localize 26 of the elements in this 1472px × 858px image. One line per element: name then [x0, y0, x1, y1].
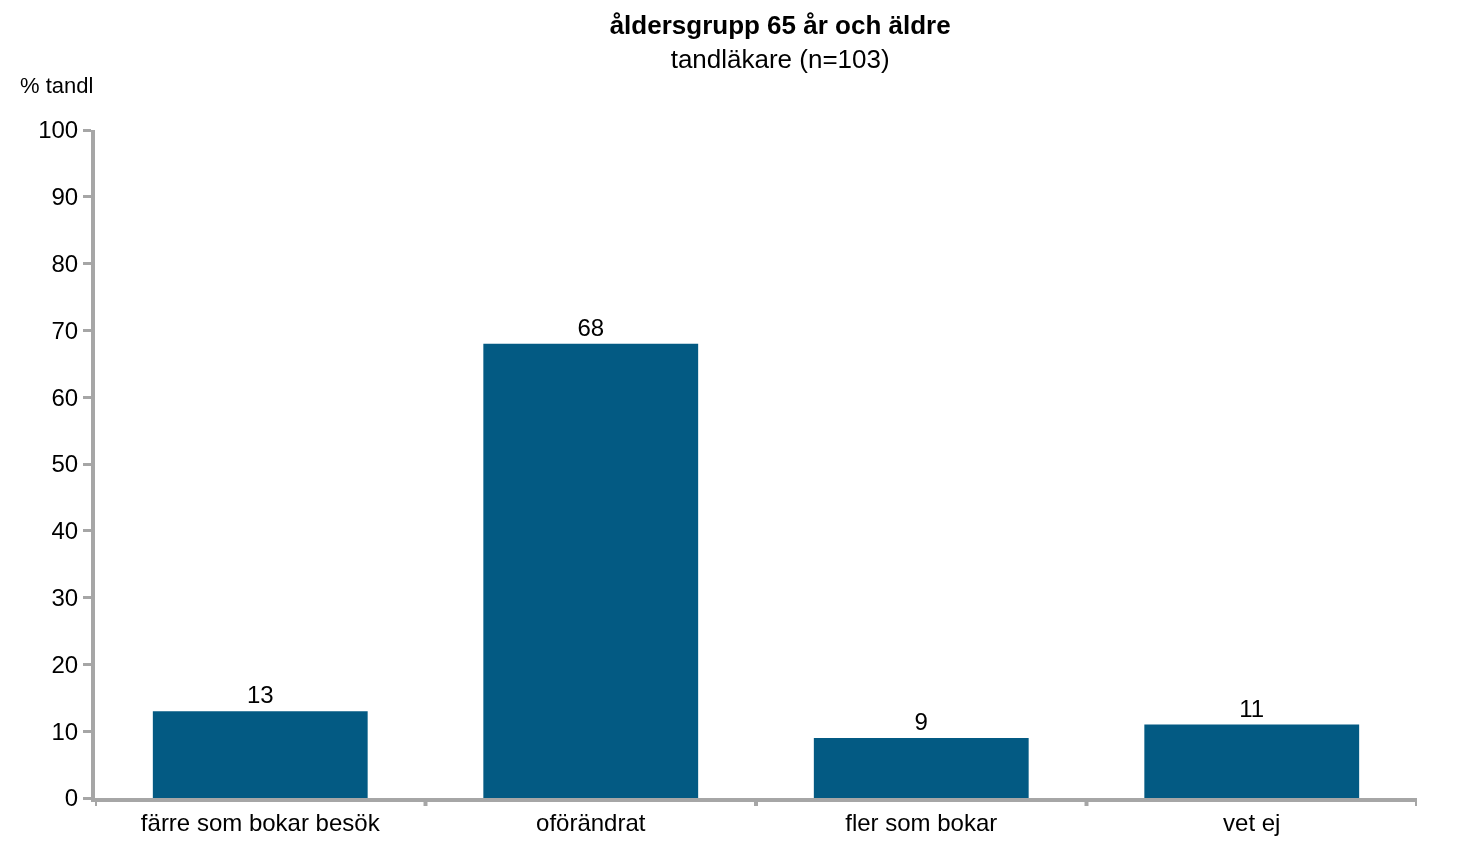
data-label: 68	[577, 313, 605, 341]
y-tick-label: 70	[51, 316, 79, 344]
data-label: 9	[914, 707, 928, 735]
bar	[813, 737, 1029, 798]
y-tick-label: 50	[51, 450, 79, 478]
data-label: 11	[1239, 694, 1265, 722]
y-tick-label: 100	[38, 116, 79, 144]
bar	[483, 343, 699, 798]
x-tick-label: fler som bokar	[845, 808, 998, 836]
chart-subtitle: tandläkare (n=103)	[670, 44, 890, 75]
chart-title: åldersgrupp 65 år och äldre	[609, 10, 951, 41]
x-tick-label: vet ej	[1223, 808, 1281, 836]
x-tick-label: oförändrat	[536, 808, 646, 836]
x-tick-label: färre som bokar besök	[140, 808, 381, 836]
y-tick-label: 60	[51, 383, 79, 411]
y-tick-label: 90	[51, 183, 79, 211]
y-axis-title: % tandl	[20, 73, 94, 98]
y-tick-label: 80	[51, 250, 79, 277]
bar	[152, 711, 368, 798]
y-tick-label: 20	[51, 650, 79, 678]
y-tick-label: 10	[51, 717, 79, 745]
bar	[1144, 724, 1360, 798]
data-label: 13	[246, 681, 274, 709]
y-tick-label: 0	[64, 784, 79, 812]
y-tick-label: 30	[51, 584, 79, 611]
y-tick-label: 40	[51, 517, 79, 545]
